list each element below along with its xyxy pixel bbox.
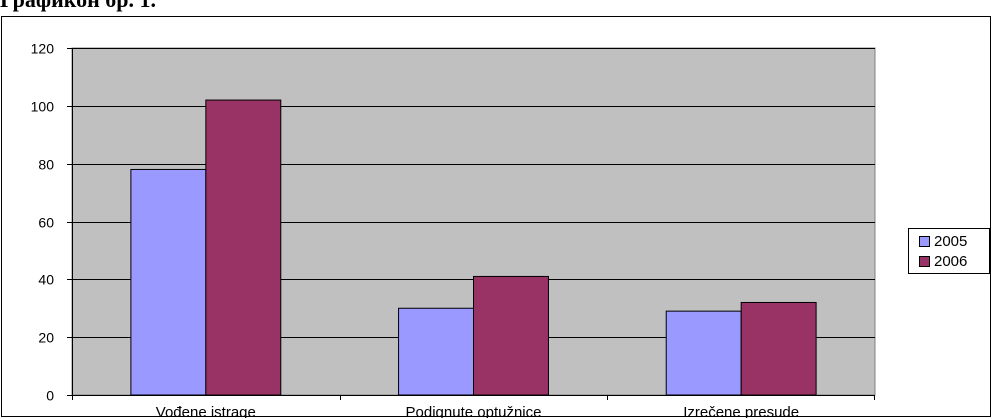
legend-swatch-2005 xyxy=(919,235,930,247)
figure-heading: Графикон бр. 1. xyxy=(0,0,156,13)
x-category-label: Podignute optužnice xyxy=(406,404,542,418)
bar-chart: 0 20 40 60 80 100 120 Vođene istrage Podignute … xyxy=(31,41,876,418)
y-tick-label: 80 xyxy=(38,157,54,173)
y-tick-label: 60 xyxy=(38,215,54,231)
bar-2006-1 xyxy=(473,275,549,396)
y-tick-labels: 0 20 40 60 80 100 120 xyxy=(31,41,55,404)
bar-2005-2 xyxy=(665,310,742,396)
y-tick-label: 100 xyxy=(31,99,55,115)
y-tick-label: 120 xyxy=(31,41,55,57)
x-category-label: Izrečene presude xyxy=(683,404,799,418)
legend: 2005 2006 xyxy=(908,228,990,274)
chart-frame: 0 20 40 60 80 100 120 Vođene istrage Podignute … xyxy=(1,16,991,418)
bars xyxy=(130,99,817,396)
bar-2005-0 xyxy=(130,168,207,396)
legend-label-2006: 2006 xyxy=(934,252,968,270)
legend-label-2005: 2005 xyxy=(934,232,968,250)
bar-2006-2 xyxy=(740,301,817,396)
y-tick-label: 40 xyxy=(38,272,54,288)
legend-item-2006: 2006 xyxy=(909,251,967,271)
bar-2005-1 xyxy=(398,307,475,396)
legend-swatch-2006 xyxy=(919,255,930,267)
y-tick-label: 0 xyxy=(46,388,54,404)
y-tick-label: 20 xyxy=(38,330,54,346)
legend-item-2005: 2005 xyxy=(909,231,967,251)
axes xyxy=(67,48,875,400)
bar-2006-0 xyxy=(205,99,282,396)
x-category-label: Vođene istrage xyxy=(156,404,256,418)
x-category-labels: Vođene istrage Podignute optužnice Izrečen… xyxy=(156,404,799,418)
